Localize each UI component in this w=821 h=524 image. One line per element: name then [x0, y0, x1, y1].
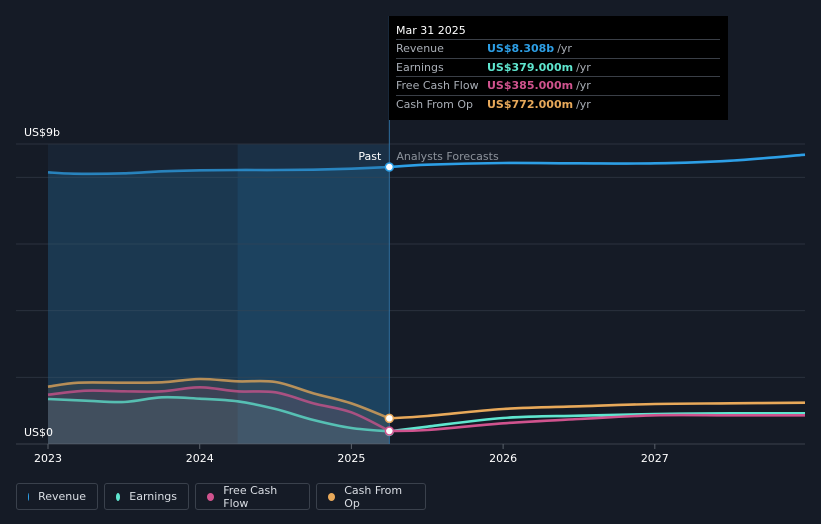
tooltip-label: Revenue	[396, 42, 444, 55]
series-area-cash-from-op	[48, 378, 390, 444]
x-tick-label: 2025	[337, 452, 365, 465]
x-tick-label: 2027	[641, 452, 669, 465]
tooltip-label: Earnings	[396, 60, 444, 74]
series-line-forecast-free-cash-flow	[389, 413, 805, 433]
tooltip-value: US$8.308b	[487, 42, 555, 55]
tooltip: Mar 31 2025 Revenue US$8.308b /yr Earnin…	[389, 16, 728, 120]
tooltip-unit: /yr	[576, 97, 591, 111]
tooltip-unit: /yr	[557, 42, 572, 55]
marker-revenue	[384, 162, 395, 172]
legend-dot	[28, 492, 30, 501]
series-area-revenue	[48, 167, 390, 444]
forecast-label: Analysts Forecasts	[396, 150, 499, 163]
series-area-earnings	[48, 397, 390, 444]
legend-label: Revenue	[38, 490, 86, 503]
series-line-past-free-cash-flow	[47, 386, 390, 433]
tooltip-row-revenue: Revenue US$8.308b /yr	[396, 39, 720, 58]
legend-dot	[116, 492, 121, 501]
tooltip-date: Mar 31 2025	[396, 24, 466, 37]
tooltip-value: US$379.000m	[487, 60, 574, 74]
legend-dot	[328, 492, 336, 501]
series-line-forecast-revenue	[389, 153, 806, 169]
x-tick-label: 2026	[489, 452, 517, 465]
tooltip-unit: /yr	[576, 60, 591, 74]
tooltip-value: US$772.000m	[487, 97, 574, 111]
y-axis-top-label: US$9b	[24, 126, 61, 139]
series-line-past-cash-from-op	[47, 377, 390, 420]
series-line-past-earnings	[47, 395, 390, 433]
tooltip-label: Cash From Op	[396, 97, 474, 111]
tooltip-value: US$385.000m	[487, 79, 574, 92]
tooltip-row-earnings: Earnings US$379.000m /yr	[396, 57, 720, 77]
series-line-forecast-earnings	[389, 411, 806, 433]
marker-cash-from-op	[384, 413, 395, 424]
tooltip-row-cash-from-op: Cash From Op US$772.000m /yr	[396, 94, 720, 114]
legend: Revenue Earnings Free Cash Flow Cash Fro…	[16, 483, 426, 510]
legend-label: Free Cash Flow	[223, 483, 278, 510]
legend-item-cash-from-op[interactable]: Cash From Op	[316, 483, 426, 510]
tooltip-label: Free Cash Flow	[396, 79, 479, 92]
legend-label: Cash From Op	[344, 483, 403, 510]
legend-item-earnings[interactable]: Earnings	[104, 483, 189, 510]
legend-label: Earnings	[129, 490, 177, 503]
past-label: Past	[358, 150, 382, 163]
series-line-past-revenue	[47, 165, 390, 176]
x-tick-label: 2023	[34, 452, 62, 465]
tooltip-unit: /yr	[576, 79, 591, 92]
x-tick-label: 2024	[186, 452, 214, 465]
marker-free-cash-flow	[384, 426, 395, 436]
legend-item-revenue[interactable]: Revenue	[16, 483, 98, 510]
tooltip-row-free-cash-flow: Free Cash Flow US$385.000m /yr	[396, 76, 720, 95]
legend-dot	[207, 492, 215, 501]
legend-item-free-cash-flow[interactable]: Free Cash Flow	[195, 483, 310, 510]
y-axis-bottom-label: US$0	[24, 426, 54, 439]
series-line-forecast-cash-from-op	[389, 401, 806, 420]
